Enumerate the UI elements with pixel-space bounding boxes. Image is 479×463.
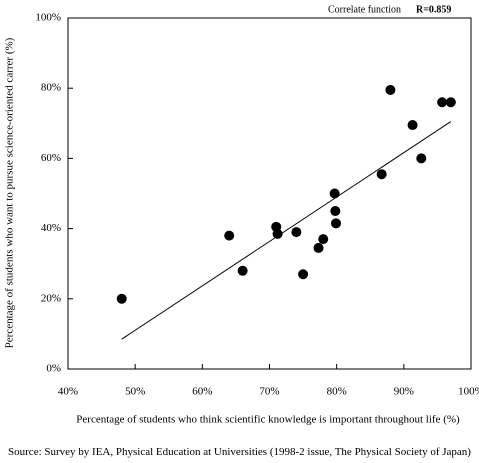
data-point bbox=[330, 206, 341, 217]
data-points bbox=[116, 84, 456, 304]
x-tick-label: 50% bbox=[125, 386, 145, 398]
y-tick-label: 80% bbox=[41, 82, 61, 94]
x-tick-label: 90% bbox=[394, 386, 414, 398]
data-point bbox=[272, 228, 283, 239]
data-point bbox=[313, 242, 324, 253]
x-tick-label: 60% bbox=[192, 386, 212, 398]
regression-line bbox=[121, 121, 452, 340]
data-point bbox=[237, 265, 248, 276]
data-point bbox=[329, 188, 340, 199]
data-point bbox=[416, 153, 427, 164]
correlation-value: R=0.859 bbox=[416, 4, 451, 15]
data-point bbox=[376, 169, 387, 180]
y-tick-label: 20% bbox=[41, 292, 61, 304]
y-tick-label: 0% bbox=[46, 363, 61, 375]
y-axis-title: Percentage of students who want to pursu… bbox=[4, 37, 16, 348]
x-axis-title: Percentage of students who think scienti… bbox=[76, 414, 460, 426]
data-point bbox=[445, 97, 456, 108]
x-tick-label: 100% bbox=[458, 386, 479, 398]
data-point bbox=[330, 218, 341, 229]
data-point bbox=[116, 293, 127, 304]
y-tick-label: 60% bbox=[41, 152, 61, 164]
data-point bbox=[437, 97, 448, 108]
source-note: Source: Survey by IEA, Physical Educatio… bbox=[8, 446, 471, 458]
x-tick-label: 70% bbox=[259, 386, 279, 398]
data-point bbox=[407, 120, 418, 131]
y-tick-label: 40% bbox=[41, 222, 61, 234]
data-point bbox=[224, 230, 235, 241]
y-tick-label: 100% bbox=[35, 12, 61, 24]
axis-ticks bbox=[67, 17, 472, 370]
x-tick-label: 40% bbox=[58, 386, 78, 398]
plot-area-frame bbox=[67, 17, 472, 370]
data-point bbox=[318, 234, 329, 245]
x-tick-label: 80% bbox=[327, 386, 347, 398]
data-point bbox=[298, 269, 309, 280]
correlation-label: Correlate function bbox=[328, 4, 401, 15]
axis-tick-labels: 0% 20% 40% 60% 80% 100% 40% 50% 60% 70% 80% 90% 100% bbox=[35, 12, 479, 398]
data-point bbox=[291, 227, 302, 238]
data-point bbox=[385, 84, 396, 95]
